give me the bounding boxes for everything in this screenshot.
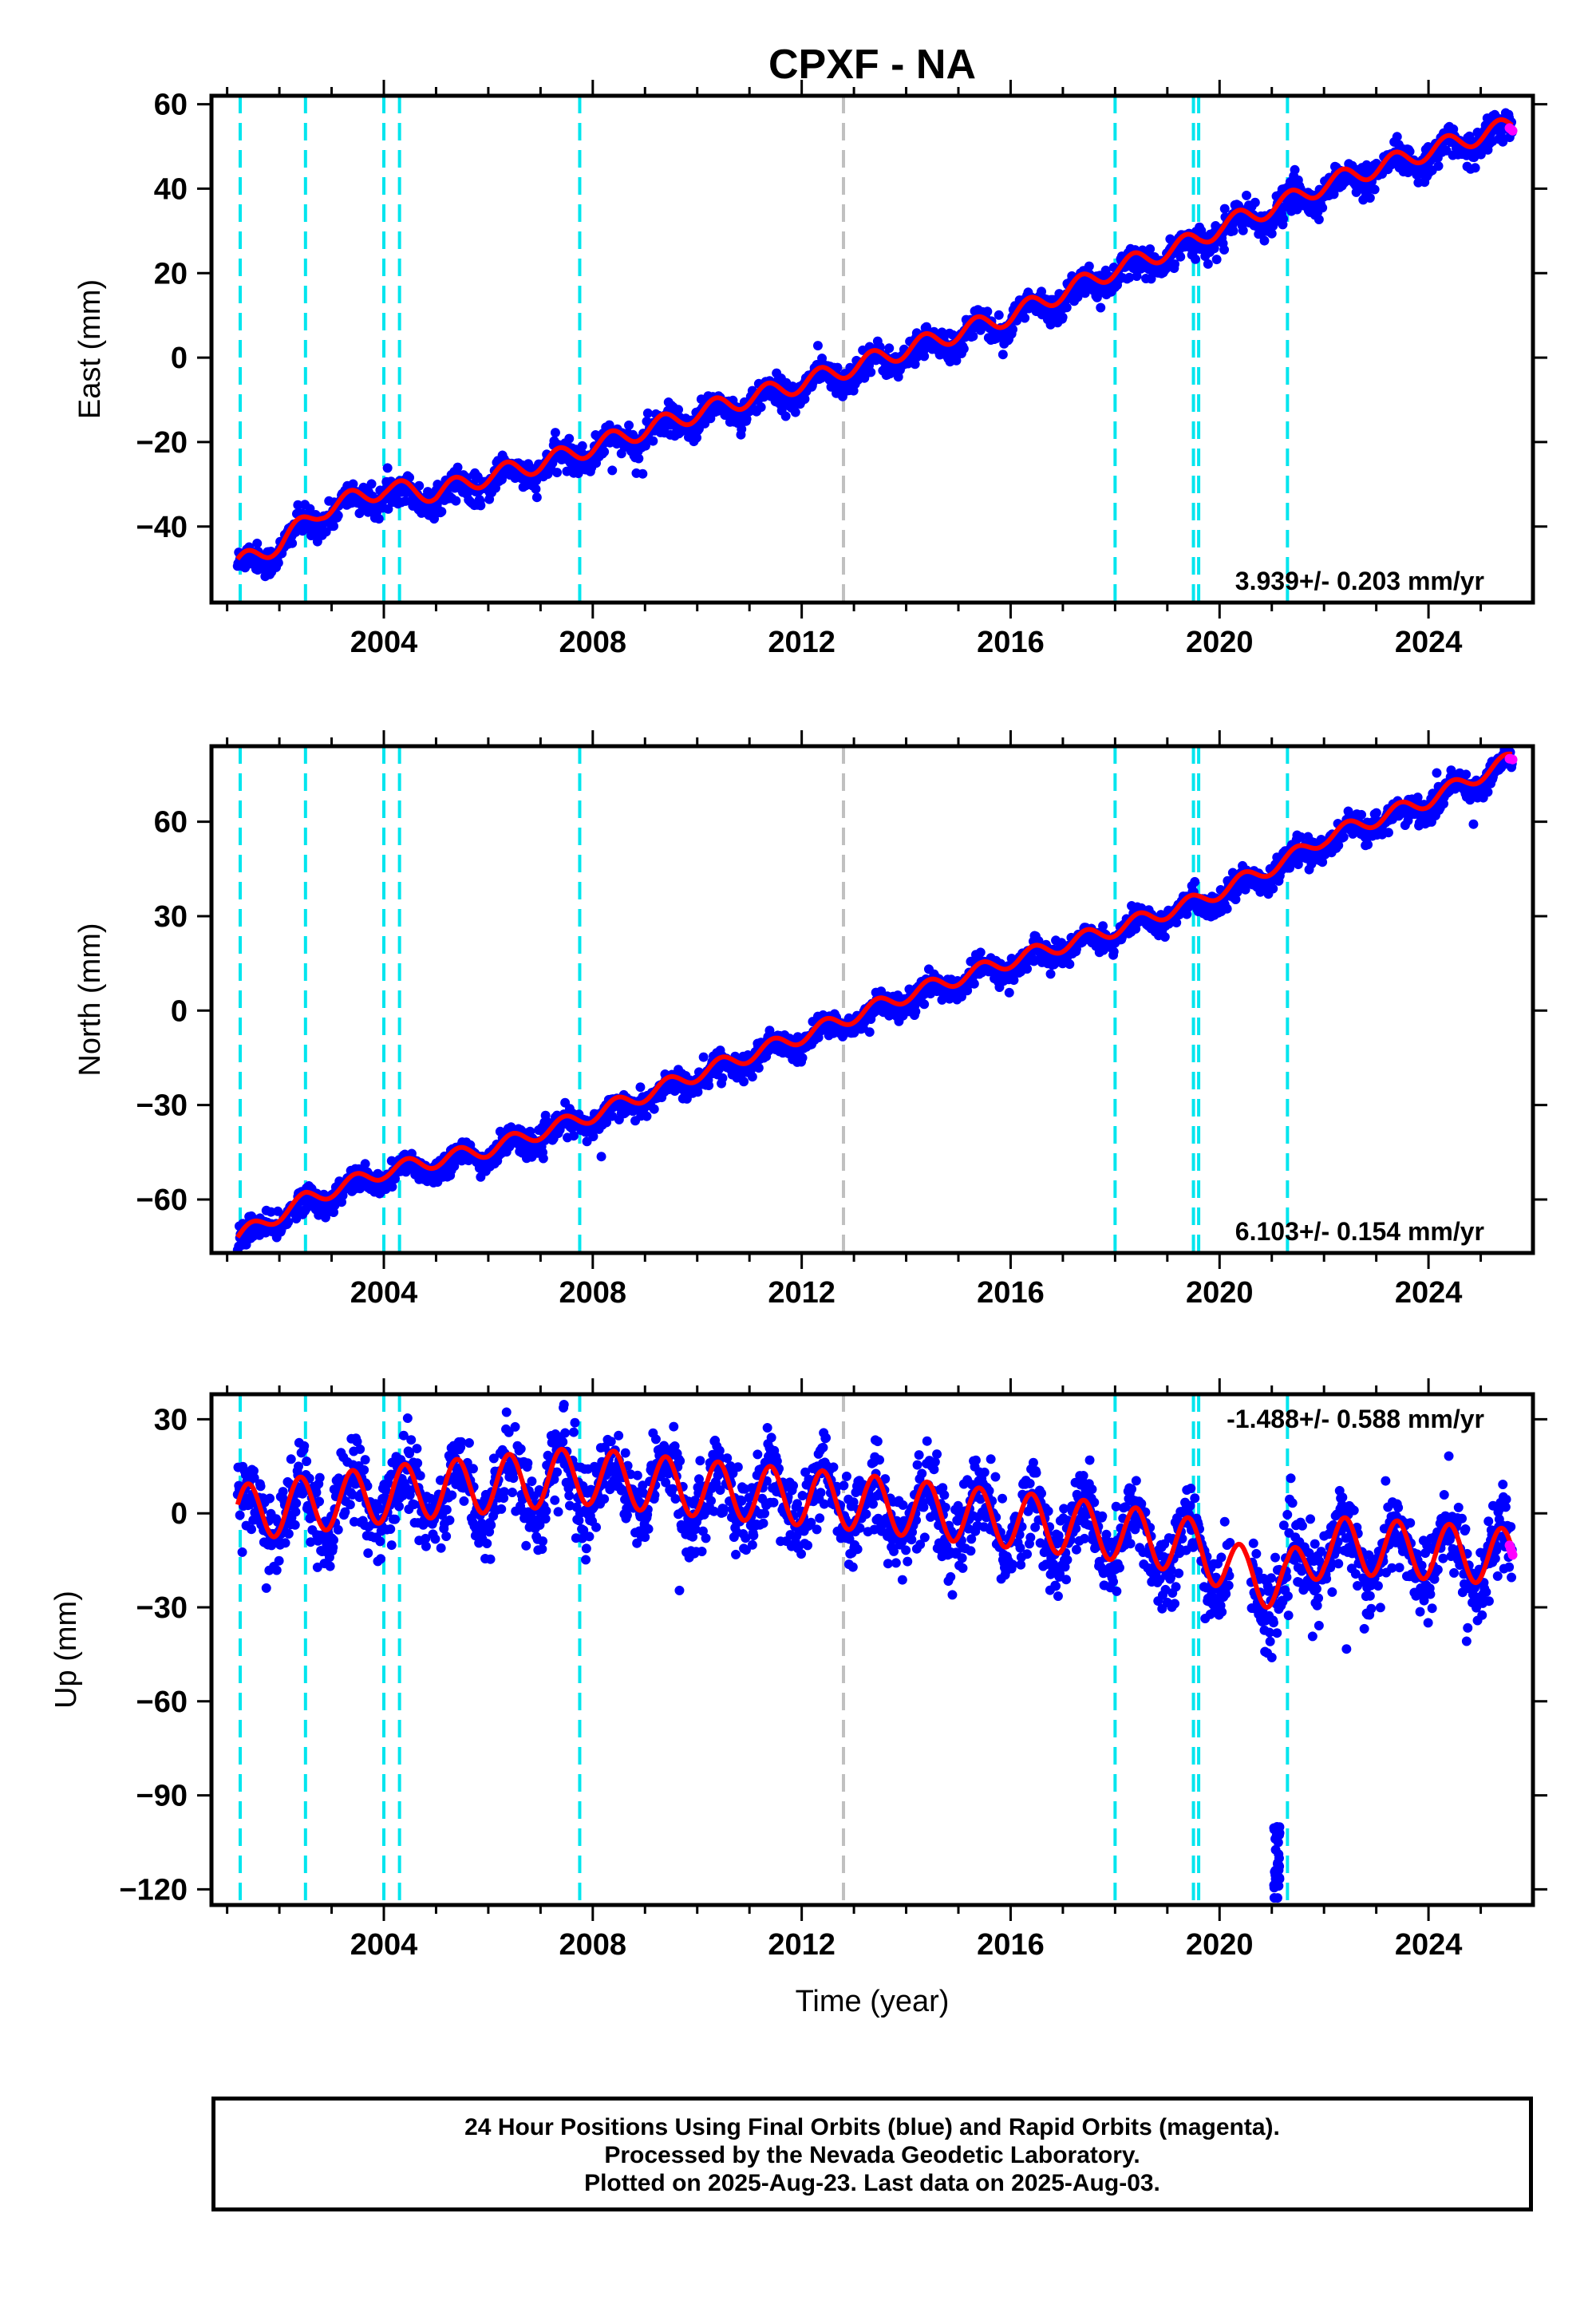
- x-tick-label: 2004: [350, 1928, 418, 1962]
- y-tick-label: 60: [154, 806, 188, 840]
- velocity-label: 3.939+/- 0.203 mm/yr: [1235, 567, 1484, 595]
- x-tick-label: 2024: [1395, 1276, 1463, 1310]
- y-tick-label: 30: [154, 1403, 188, 1437]
- plot-frame: [209, 744, 1535, 1255]
- y-tick-label: −120: [119, 1873, 188, 1907]
- y-tick-label: 20: [154, 257, 188, 290]
- x-tick-label: 2016: [977, 1276, 1045, 1310]
- model-fit-line: [235, 751, 1515, 1239]
- caption-line-3: Plotted on 2025-Aug-23. Last data on 202…: [584, 2170, 1160, 2196]
- y-tick-label: −90: [136, 1780, 188, 1813]
- x-tick-label: 2012: [768, 626, 836, 659]
- x-axis-label: Time (year): [796, 1985, 950, 2018]
- x-tick-label: 2004: [350, 626, 418, 659]
- x-tick-label: 2008: [559, 626, 627, 659]
- x-tick-label: 2016: [977, 1928, 1045, 1962]
- panel-up: 2004 2008 2012 2016 2020 2024 30 0 −30 −60 −90 −120…: [49, 1378, 1547, 1962]
- y-tick-label: −60: [136, 1184, 188, 1217]
- velocity-label: 6.103+/- 0.154 mm/yr: [1235, 1217, 1484, 1246]
- x-tick-label: 2020: [1186, 626, 1254, 659]
- y-axis-label: East (mm): [73, 279, 107, 419]
- velocity-label: -1.488+/- 0.588 mm/yr: [1227, 1405, 1484, 1433]
- model-fit-line: [235, 1446, 1515, 1610]
- x-tick-label: 2004: [350, 1276, 418, 1310]
- x-tick-label: 2020: [1186, 1928, 1254, 1962]
- caption-line-2: Processed by the Nevada Geodetic Laborat…: [604, 2142, 1140, 2168]
- y-axis-label: Up (mm): [49, 1591, 83, 1709]
- plot-area: [232, 96, 1518, 603]
- plot-area: [232, 746, 1518, 1253]
- y-tick-label: −20: [136, 426, 188, 460]
- y-tick-label: 0: [171, 342, 188, 375]
- caption-box: 24 Hour Positions Using Final Orbits (bl…: [211, 2097, 1533, 2211]
- x-tick-label: 2020: [1186, 1276, 1254, 1310]
- model-fit-line: [235, 117, 1515, 561]
- caption-line-1: 24 Hour Positions Using Final Orbits (bl…: [464, 2114, 1280, 2140]
- x-tick-label: 2024: [1395, 1928, 1463, 1962]
- x-tick-label: 2008: [559, 1276, 627, 1310]
- y-tick-label: −40: [136, 511, 188, 544]
- y-tick-label: 0: [171, 994, 188, 1028]
- rapid-orbit-points: [1504, 753, 1518, 765]
- figure-title: CPXF - NA: [768, 41, 976, 88]
- y-tick-label: −60: [136, 1686, 188, 1719]
- panels: 2004 2008 2012 2016 2020 2024 60 40 20 0 −20 −40 Eas…: [49, 80, 1547, 1962]
- y-tick-label: 60: [154, 89, 188, 122]
- panel-east: 2004 2008 2012 2016 2020 2024 60 40 20 0 −20 −40 Eas…: [73, 80, 1547, 659]
- x-tick-label: 2016: [977, 626, 1045, 659]
- x-tick-label: 2012: [768, 1928, 836, 1962]
- panel-north: 2004 2008 2012 2016 2020 2024 60 30 0 −30 −60 North…: [73, 730, 1547, 1310]
- rapid-orbit-points: [1504, 123, 1518, 136]
- y-axis-label: North (mm): [73, 923, 107, 1076]
- y-tick-label: 0: [171, 1497, 188, 1531]
- plot-frame: [209, 1392, 1535, 1907]
- y-tick-label: 40: [154, 172, 188, 206]
- plot-frame: [209, 93, 1535, 605]
- rapid-orbit-points: [1504, 1540, 1518, 1560]
- x-tick-label: 2008: [559, 1928, 627, 1962]
- x-tick-label: 2012: [768, 1276, 836, 1310]
- x-tick-label: 2024: [1395, 626, 1463, 659]
- plot-area: [232, 1394, 1518, 1905]
- y-tick-label: 30: [154, 900, 188, 934]
- y-tick-label: −30: [136, 1089, 188, 1123]
- final-orbit-points: [232, 108, 1517, 582]
- y-tick-label: −30: [136, 1591, 188, 1625]
